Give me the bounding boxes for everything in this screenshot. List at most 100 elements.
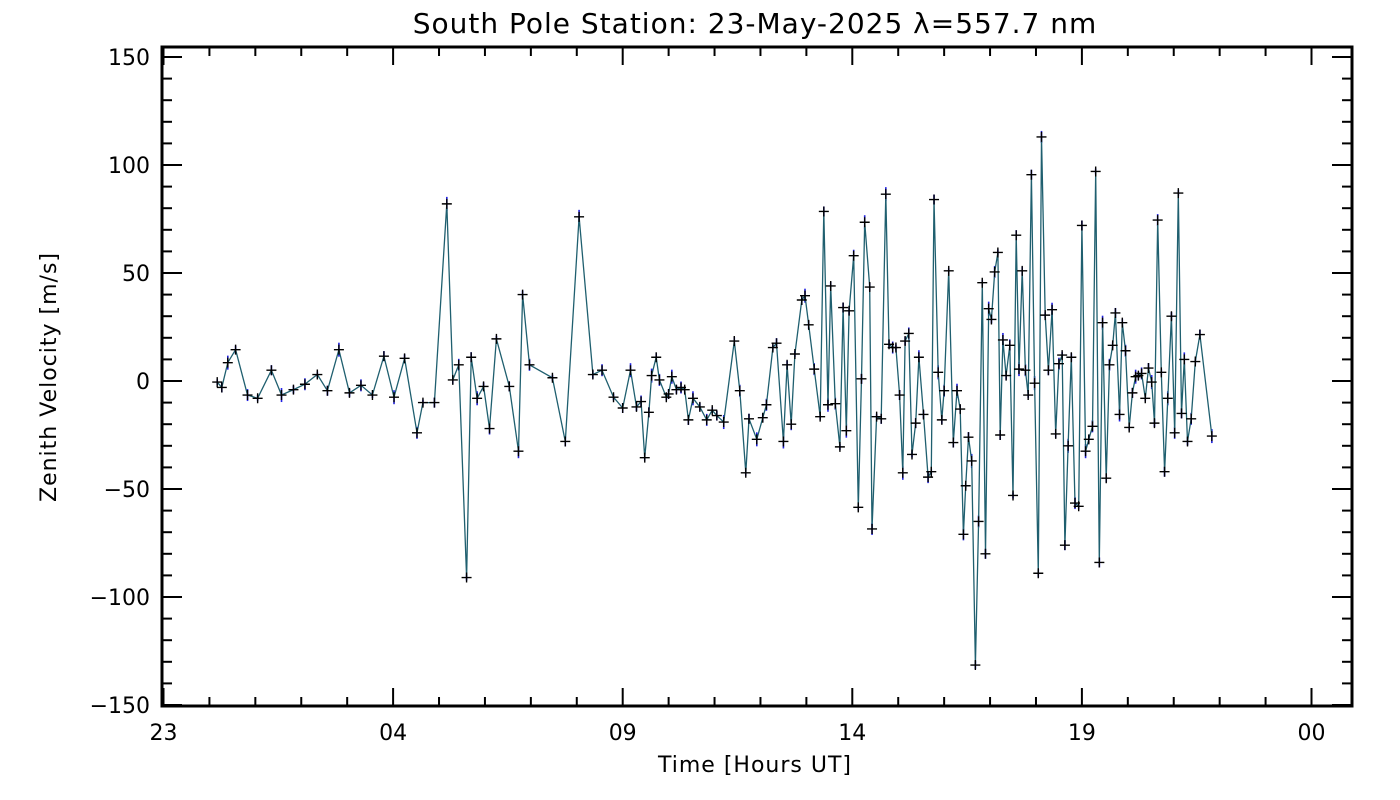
data-point	[299, 379, 310, 390]
data-point	[367, 390, 378, 401]
data-point	[918, 409, 929, 420]
data-point	[560, 436, 571, 447]
data-series	[212, 130, 1217, 671]
data-point	[1097, 317, 1108, 328]
data-point	[900, 336, 911, 347]
data-point	[853, 502, 864, 513]
data-point	[1004, 340, 1015, 351]
data-point	[378, 351, 389, 362]
data-point	[517, 289, 528, 300]
x-tick-label: 19	[1068, 721, 1096, 746]
data-point	[574, 211, 585, 222]
data-point	[1011, 230, 1022, 241]
data-point	[441, 198, 452, 209]
data-point	[1036, 131, 1047, 142]
data-point	[617, 403, 628, 413]
data-point	[933, 367, 944, 378]
data-point	[1029, 378, 1040, 389]
x-tick-labels: 23 04 09 14 19 00	[150, 721, 1326, 746]
data-point	[1050, 428, 1061, 439]
data-point	[1124, 422, 1135, 433]
data-point	[683, 414, 694, 425]
data-point	[491, 333, 502, 344]
x-tick-label: 04	[379, 721, 407, 746]
data-point	[461, 572, 472, 583]
data-point	[910, 418, 921, 429]
y-tick-label: −150	[90, 694, 150, 719]
data-point	[276, 390, 287, 401]
data-point	[1136, 368, 1147, 379]
data-point	[1087, 421, 1098, 432]
data-point	[636, 396, 647, 407]
data-point	[1146, 377, 1157, 388]
data-point	[1047, 304, 1058, 315]
y-tick-label: 50	[122, 262, 150, 287]
data-point	[1094, 557, 1105, 568]
data-point	[547, 372, 558, 383]
data-point	[687, 393, 698, 404]
data-point	[859, 217, 870, 228]
data-point	[740, 467, 751, 478]
data-point	[825, 280, 836, 291]
data-point	[782, 359, 793, 370]
data-point	[838, 302, 849, 313]
y-tick-label: 100	[108, 154, 150, 179]
y-axis-label: Zenith Velocity [m/s]	[37, 252, 62, 502]
data-point	[524, 359, 535, 370]
data-point	[867, 523, 878, 534]
data-point	[1114, 409, 1125, 420]
data-point	[1143, 363, 1154, 374]
axis-ticks	[162, 47, 1352, 706]
data-point	[966, 455, 977, 466]
data-point	[666, 371, 677, 382]
data-point	[1008, 490, 1019, 501]
data-point	[871, 411, 882, 422]
data-point	[743, 413, 754, 424]
data-point	[212, 377, 223, 388]
data-point	[453, 359, 464, 370]
data-point	[1206, 431, 1217, 442]
data-point	[734, 385, 745, 396]
data-point	[1156, 367, 1167, 378]
data-point	[880, 189, 891, 200]
data-point	[711, 410, 722, 421]
data-point	[955, 404, 966, 415]
data-point	[977, 277, 988, 288]
data-point	[1186, 413, 1197, 424]
data-point	[970, 660, 981, 671]
data-point	[1173, 188, 1184, 199]
data-point	[815, 411, 826, 422]
data-point	[466, 352, 477, 363]
data-point	[876, 413, 887, 424]
data-point	[939, 385, 950, 396]
data-point	[903, 328, 914, 339]
data-point	[399, 353, 410, 364]
data-point	[242, 390, 253, 401]
data-point	[663, 388, 674, 399]
data-point	[729, 336, 740, 347]
data-point	[890, 342, 901, 353]
data-point	[841, 425, 852, 436]
data-point	[1013, 364, 1024, 375]
data-point	[1152, 215, 1163, 226]
data-point	[923, 472, 934, 483]
data-point	[355, 380, 366, 391]
data-point	[1023, 390, 1034, 401]
data-point	[1176, 408, 1187, 419]
data-point	[646, 370, 657, 381]
data-point	[757, 412, 768, 423]
data-point	[789, 349, 800, 359]
data-point	[1090, 166, 1101, 177]
data-point	[1162, 393, 1173, 404]
data-point	[1120, 345, 1131, 356]
data-point	[484, 423, 495, 434]
data-point	[830, 398, 841, 409]
data-point	[1001, 370, 1012, 381]
y-tick-label: −100	[90, 586, 150, 611]
data-point	[625, 365, 636, 376]
data-point	[429, 397, 440, 408]
data-point	[834, 441, 845, 452]
data-point	[992, 247, 1003, 258]
data-point	[1179, 354, 1190, 365]
series-line	[216, 136, 1213, 666]
